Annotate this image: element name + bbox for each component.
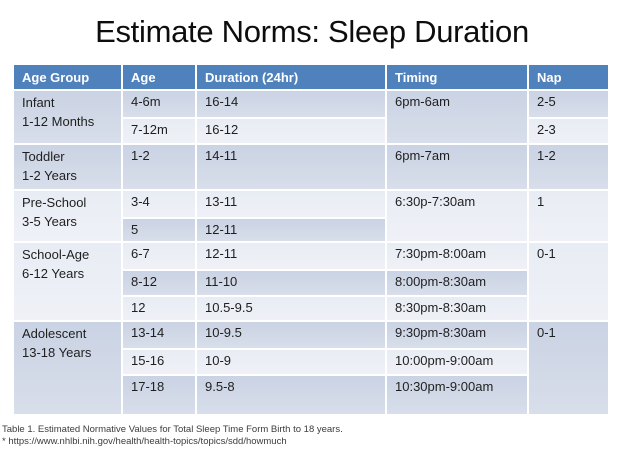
col-header-duration: Duration (24hr) bbox=[197, 65, 385, 89]
duration-cell: 10-9.5 bbox=[197, 322, 385, 348]
age-cell: 15-16 bbox=[123, 350, 195, 374]
slide-footer: Table 1. Estimated Normative Values for … bbox=[2, 424, 624, 447]
table-caption: Table 1. Estimated Normative Values for … bbox=[2, 424, 343, 435]
table-header-row: Age Group Age Duration (24hr) Timing Nap bbox=[14, 65, 608, 89]
table-row: 15-16 10-9 10:00pm-9:00am bbox=[14, 350, 608, 374]
duration-cell: 11-10 bbox=[197, 271, 385, 295]
nap-cell: 0-1 bbox=[529, 243, 608, 320]
group-cell-school-age: School-Age 6-12 Years bbox=[14, 243, 121, 320]
age-cell: 17-18 bbox=[123, 376, 195, 414]
duration-cell: 9.5-8 bbox=[197, 376, 385, 414]
page-title: Estimate Norms: Sleep Duration bbox=[95, 14, 529, 49]
table-row: School-Age 6-12 Years 6-7 12-11 7:30pm-8… bbox=[14, 243, 608, 320]
table-row: 12 10.5-9.5 8:30pm-8:30am bbox=[14, 297, 608, 320]
col-header-nap: Nap bbox=[529, 65, 608, 89]
table-row: 7-12m 16-12 2-3 bbox=[14, 119, 608, 143]
timing-cell: 6:30p-7:30am bbox=[387, 191, 527, 241]
group-cell-preschool: Pre-School 3-5 Years bbox=[14, 191, 121, 241]
group-cell-infant: Infant 1-12 Months bbox=[14, 91, 121, 143]
nap-cell: 1-2 bbox=[529, 145, 608, 189]
timing-cell: 6pm-7am bbox=[387, 145, 527, 189]
table-row: Infant 1-12 Months 4-6m 16-14 6pm-6am 2-… bbox=[14, 91, 608, 143]
age-cell: 7-12m bbox=[123, 119, 195, 143]
table-row: Adolescent 13-18 Years 13-14 10-9.5 9:30… bbox=[14, 322, 608, 414]
timing-cell: 7:30pm-8:00am bbox=[387, 243, 527, 269]
age-cell: 12 bbox=[123, 297, 195, 320]
age-cell: 13-14 bbox=[123, 322, 195, 348]
timing-cell: 10:00pm-9:00am bbox=[387, 350, 527, 374]
group-cell-adolescent: Adolescent 13-18 Years bbox=[14, 322, 121, 414]
duration-cell: 12-11 bbox=[197, 219, 385, 241]
timing-cell: 10:30pm-9:00am bbox=[387, 376, 527, 414]
table-row: Toddler 1-2 Years 1-2 14-11 6pm-7am 1-2 bbox=[14, 145, 608, 189]
age-cell: 5 bbox=[123, 219, 195, 241]
age-cell: 4-6m bbox=[123, 91, 195, 117]
col-header-timing: Timing bbox=[387, 65, 527, 89]
age-cell: 3-4 bbox=[123, 191, 195, 217]
duration-cell: 10-9 bbox=[197, 350, 385, 374]
duration-cell: 14-11 bbox=[197, 145, 385, 189]
timing-cell: 6pm-6am bbox=[387, 91, 527, 143]
col-header-age-group: Age Group bbox=[14, 65, 121, 89]
table-row: Pre-School 3-5 Years 3-4 13-11 6:30p-7:3… bbox=[14, 191, 608, 241]
nap-cell: 0-1 bbox=[529, 322, 608, 414]
nap-cell: 1 bbox=[529, 191, 608, 241]
col-header-age: Age bbox=[123, 65, 195, 89]
duration-cell: 16-14 bbox=[197, 91, 385, 117]
age-cell: 1-2 bbox=[123, 145, 195, 189]
timing-cell: 8:30pm-8:30am bbox=[387, 297, 527, 320]
timing-cell: 8:00pm-8:30am bbox=[387, 271, 527, 295]
age-cell: 6-7 bbox=[123, 243, 195, 269]
duration-cell: 16-12 bbox=[197, 119, 385, 143]
table-row: 17-18 9.5-8 10:30pm-9:00am bbox=[14, 376, 608, 414]
sleep-norms-table: Age Group Age Duration (24hr) Timing Nap… bbox=[12, 63, 610, 416]
nap-cell: 2-5 bbox=[529, 91, 608, 117]
age-cell: 8-12 bbox=[123, 271, 195, 295]
timing-cell: 9:30pm-8:30am bbox=[387, 322, 527, 348]
source-url: * https://www.nhlbi.nih.gov/health/healt… bbox=[2, 435, 287, 447]
duration-cell: 12-11 bbox=[197, 243, 385, 269]
table-row: 5 12-11 bbox=[14, 219, 608, 241]
group-cell-toddler: Toddler 1-2 Years bbox=[14, 145, 121, 189]
duration-cell: 10.5-9.5 bbox=[197, 297, 385, 320]
nap-cell: 2-3 bbox=[529, 119, 608, 143]
table-row: 8-12 11-10 8:00pm-8:30am bbox=[14, 271, 608, 295]
duration-cell: 13-11 bbox=[197, 191, 385, 217]
